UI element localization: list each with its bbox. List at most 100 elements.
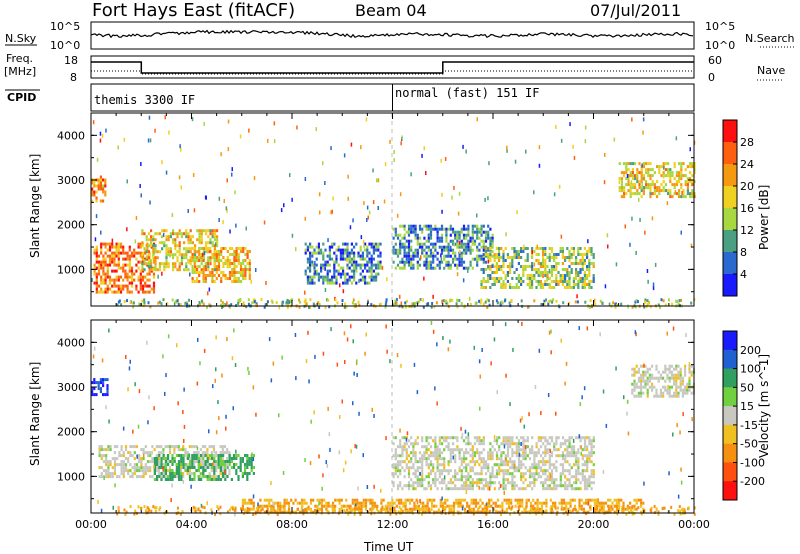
echo-cell (544, 262, 547, 265)
echo-cell (522, 451, 525, 455)
echo-cell (209, 271, 212, 274)
echo-cell (660, 189, 663, 193)
echo-cell (246, 262, 249, 265)
echo-cell (175, 472, 178, 475)
scatter-cell (191, 117, 194, 122)
echo-cell (154, 244, 157, 248)
echo-cell (535, 478, 538, 482)
echo-cell (156, 268, 159, 272)
echo-cell (414, 472, 417, 476)
echo-cell (476, 451, 479, 455)
echo-cell (484, 472, 488, 476)
echo-cell (449, 478, 452, 482)
echo-cell (577, 283, 580, 286)
echo-cell (476, 224, 479, 228)
echo-cell (440, 260, 444, 264)
echo-cell (484, 286, 487, 289)
echo-cell (171, 457, 174, 460)
echo-cell (618, 507, 621, 511)
echo-cell (491, 271, 494, 274)
echo-cell (187, 232, 190, 236)
echo-cell (426, 504, 429, 508)
echo-cell (679, 373, 682, 377)
echo-cell (577, 280, 580, 283)
echo-cell (423, 224, 426, 228)
ground-cell (616, 303, 619, 307)
echo-cell (425, 457, 428, 461)
scatter-cell (193, 208, 196, 213)
echo-cell (414, 236, 417, 240)
echo-cell (570, 484, 573, 488)
scatter-cell (358, 279, 360, 284)
echo-cell (106, 275, 109, 279)
echo-cell (107, 460, 110, 464)
echo-cell (443, 457, 446, 461)
echo-cell (193, 457, 196, 460)
echo-cell (102, 254, 105, 258)
echo-cell (115, 278, 118, 282)
echo-cell (342, 281, 345, 285)
echo-cell (185, 235, 188, 239)
echo-cell (538, 510, 541, 514)
echo-cell (137, 290, 140, 294)
echo-cell (590, 481, 593, 485)
echo-cell (570, 445, 573, 449)
echo-cell (423, 454, 426, 458)
echo-cell (449, 239, 452, 243)
echo-cell (122, 257, 125, 261)
echo-cell (333, 272, 336, 276)
echo-cell (389, 510, 392, 514)
echo-cell (407, 242, 411, 246)
echo-cell (511, 247, 514, 250)
echo-cell (577, 250, 580, 253)
echo-cell (577, 478, 580, 482)
echo-cell (111, 466, 114, 470)
scatter-cell (255, 268, 257, 272)
echo-cell (561, 457, 565, 461)
echo-cell (570, 247, 573, 250)
echo-cell (447, 448, 450, 452)
echo-cell (158, 466, 161, 469)
echo-cell (416, 436, 419, 440)
echo-cell (544, 460, 547, 464)
echo-cell (145, 238, 148, 242)
scatter-cell (327, 238, 329, 243)
echo-cell (662, 376, 665, 380)
echo-cell (359, 254, 362, 258)
echo-cell (382, 498, 385, 502)
echo-cell (146, 290, 149, 294)
echo-cell (467, 245, 470, 249)
scatter-cell (339, 283, 341, 288)
echo-cell (642, 192, 645, 196)
power-echo-pixels (91, 115, 696, 310)
echo-cell (407, 224, 411, 228)
ground-cell (419, 298, 422, 301)
echo-cell (303, 498, 306, 502)
echo-cell (533, 250, 536, 253)
echo-cell (649, 168, 652, 172)
echo-cell (394, 266, 397, 270)
echo-cell (555, 484, 558, 488)
echo-cell (491, 265, 494, 268)
echo-cell (456, 230, 459, 234)
echo-cell (493, 265, 496, 268)
echo-cell (568, 265, 571, 268)
echo-cell (438, 239, 441, 243)
echo-cell (488, 498, 491, 502)
echo-cell (568, 436, 571, 440)
echo-cell (445, 236, 448, 240)
echo-cell (184, 469, 187, 472)
echo-cell (401, 454, 404, 458)
echo-cell (465, 487, 468, 491)
echo-cell (457, 504, 460, 508)
ground-cell (480, 298, 483, 302)
echo-cell (233, 268, 236, 271)
echo-cell (440, 233, 444, 237)
echo-cell (458, 230, 461, 234)
echo-cell (102, 269, 105, 273)
echo-cell (403, 242, 406, 246)
echo-cell (686, 177, 689, 181)
echo-cell (482, 253, 485, 256)
echo-cell (573, 507, 577, 511)
echo-cell (545, 504, 548, 508)
